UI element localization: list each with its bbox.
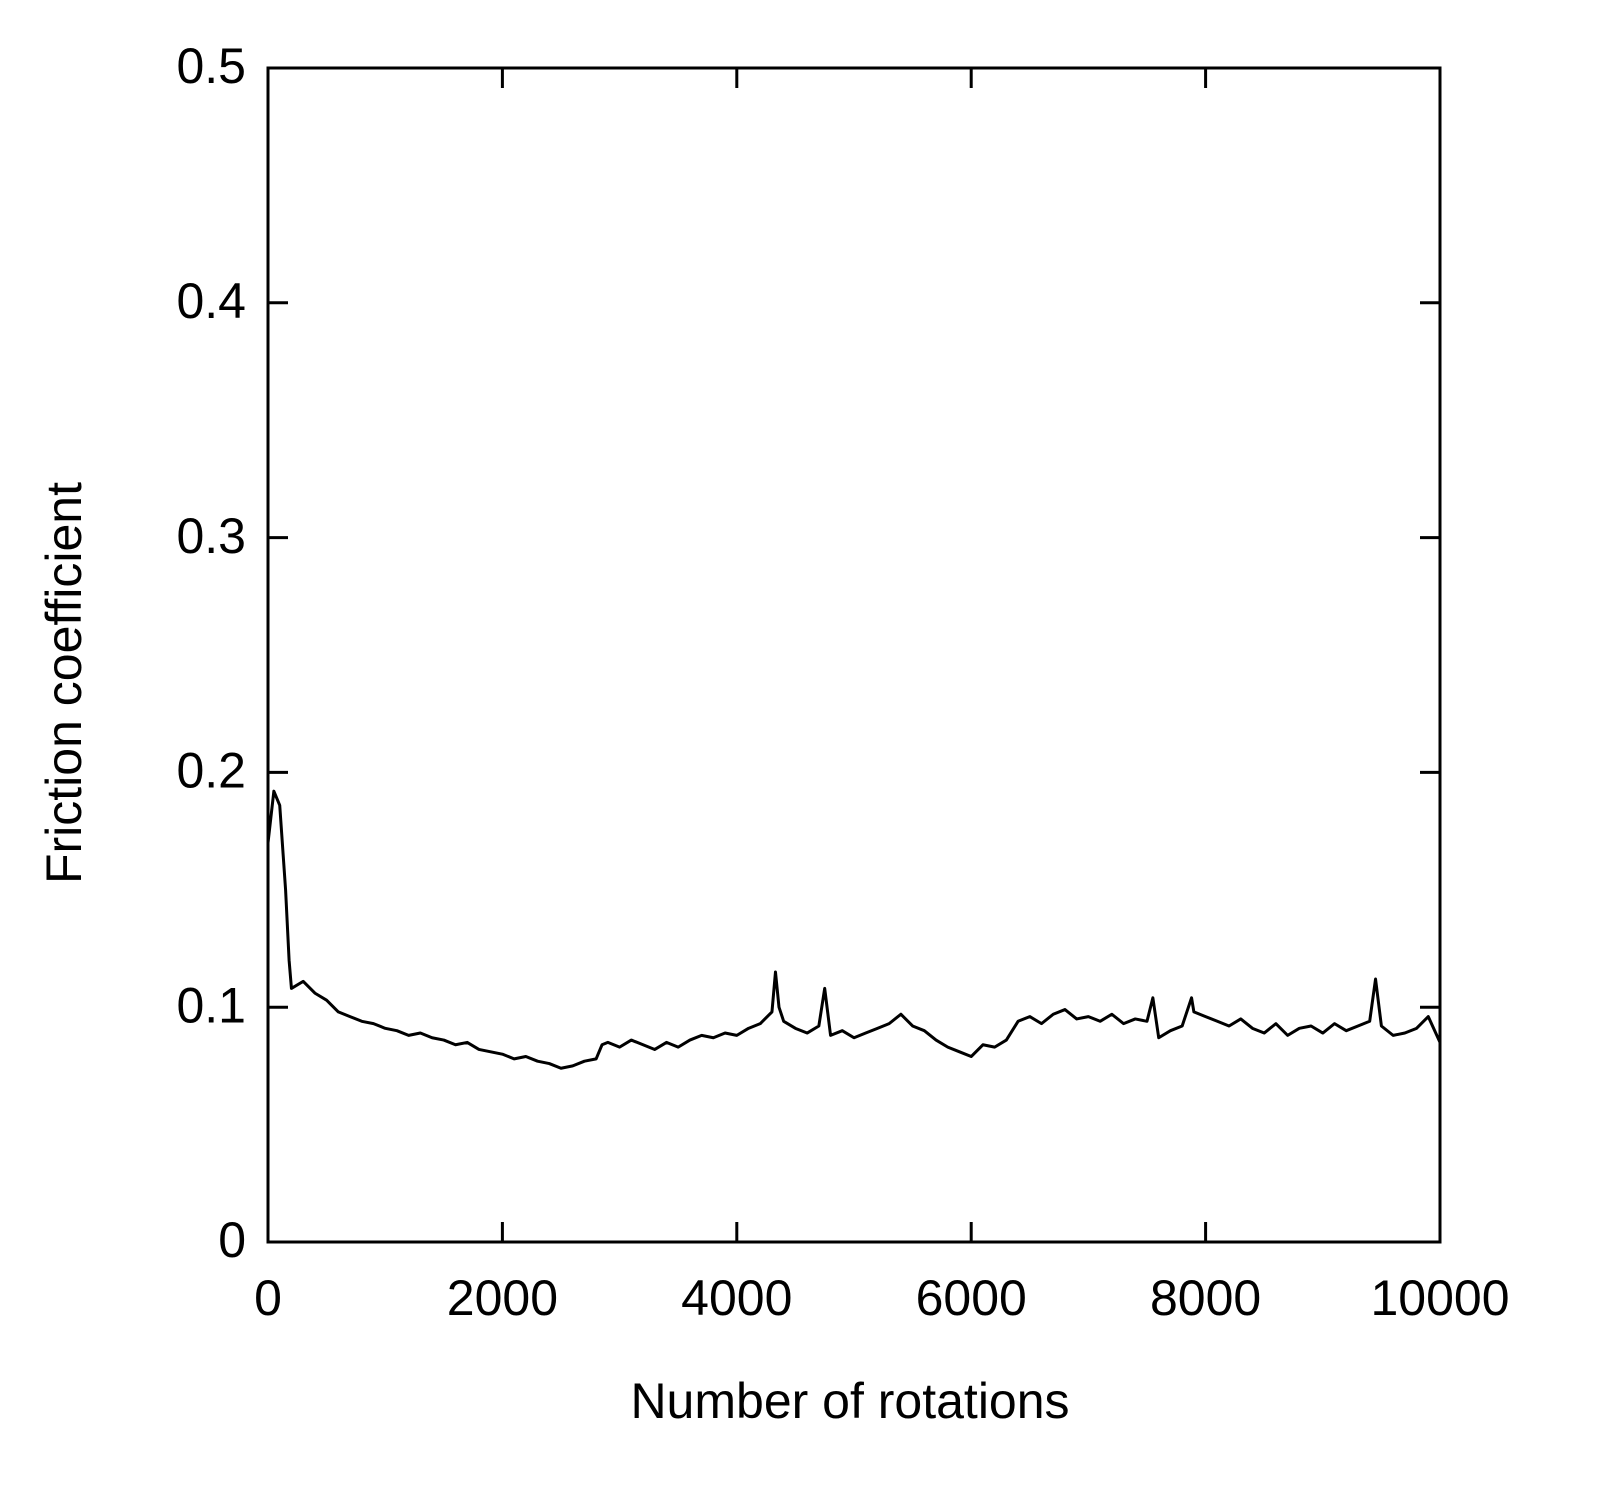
x-tick-label: 2000 [447,1270,558,1326]
y-tick-label: 0 [218,1212,246,1268]
y-tick-label: 0.4 [176,273,246,329]
x-axis-label: Number of rotations [630,1373,1069,1429]
x-tick-label: 10000 [1370,1270,1509,1326]
y-tick-label: 0.3 [176,508,246,564]
x-tick-label: 6000 [916,1270,1027,1326]
y-tick-label: 0.5 [176,38,246,94]
plot-frame [266,66,1442,1244]
y-axis-label: Friction coefficient [36,482,92,884]
x-tick-label: 0 [254,1270,282,1326]
y-tick-label: 0.2 [176,743,246,799]
x-tick-label: 8000 [1150,1270,1261,1326]
x-tick-label: 4000 [681,1270,792,1326]
data-line [266,789,1442,1070]
y-tick-label: 0.1 [176,977,246,1033]
